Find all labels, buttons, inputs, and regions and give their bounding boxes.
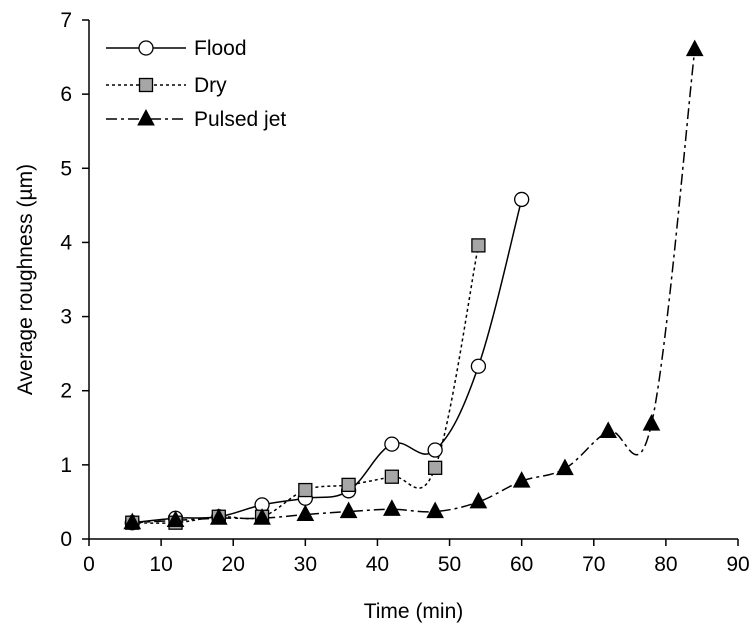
y-tick-label: 7: [60, 9, 72, 32]
legend-label-flood: Flood: [194, 37, 247, 60]
x-axis-title: Time (min): [364, 600, 464, 623]
y-tick-label: 4: [60, 231, 72, 254]
data-point-flood: [384, 436, 400, 452]
data-point-dry: [298, 482, 313, 498]
axes: 0 10 20 30 40 50 60 70 80 90 0 1 2 3 4 5 6 7: [60, 9, 749, 576]
data-point-pulsed-jet: [383, 499, 401, 516]
series-markers: [123, 39, 704, 531]
data-point-pulsed-jet: [556, 458, 574, 476]
legend: Flood Dry Pulsed jet: [106, 37, 286, 131]
legend-marker-flood: [138, 40, 154, 56]
data-point-dry: [471, 238, 486, 253]
data-point-pulsed-jet: [253, 508, 271, 525]
data-point-pulsed-jet: [469, 491, 488, 509]
legend-label-pulsed-jet: Pulsed jet: [194, 108, 286, 131]
series-line-flood: [132, 199, 523, 524]
series-line-pulsed-jet: [132, 49, 696, 524]
y-axis-title: Average roughness (µm): [14, 164, 37, 395]
data-point-flood: [427, 442, 443, 458]
y-tick-label: 2: [60, 380, 72, 403]
data-point-dry: [341, 477, 356, 493]
data-point-pulsed-jet: [296, 504, 315, 522]
y-tick-label: 1: [60, 454, 72, 477]
x-tick-label: 20: [222, 553, 245, 576]
x-tick-label: 80: [654, 553, 677, 576]
x-tick-label: 60: [510, 553, 533, 576]
data-point-pulsed-jet: [685, 39, 704, 57]
x-tick-label: 90: [726, 553, 749, 576]
y-tick-label: 3: [60, 306, 72, 329]
x-tick-label: 70: [582, 553, 605, 576]
data-point-pulsed-jet: [166, 510, 185, 527]
data-point-pulsed-jet: [123, 512, 142, 530]
data-point-flood: [514, 191, 530, 208]
y-tick-label: 0: [60, 528, 72, 551]
y-tick-label: 6: [60, 83, 72, 106]
y-tick-label: 5: [60, 157, 72, 180]
x-tick-label: 10: [149, 553, 172, 576]
x-tick-label: 50: [438, 553, 461, 576]
x-tick-label: 0: [83, 553, 95, 576]
legend-marker-pulsed-jet: [137, 108, 155, 126]
data-point-pulsed-jet: [339, 501, 358, 519]
data-point-dry: [427, 460, 443, 475]
data-point-pulsed-jet: [426, 501, 444, 519]
x-tick-label: 40: [366, 553, 389, 576]
data-point-pulsed-jet: [209, 508, 228, 525]
legend-label-dry: Dry: [194, 74, 227, 97]
data-point-dry: [384, 469, 400, 484]
data-point-flood: [470, 358, 487, 374]
data-point-pulsed-jet: [599, 421, 618, 438]
x-tick-label: 30: [294, 553, 317, 576]
legend-marker-dry: [138, 77, 154, 93]
data-point-pulsed-jet: [512, 471, 531, 488]
data-point-pulsed-jet: [642, 414, 661, 431]
series-line-dry: [132, 245, 480, 524]
